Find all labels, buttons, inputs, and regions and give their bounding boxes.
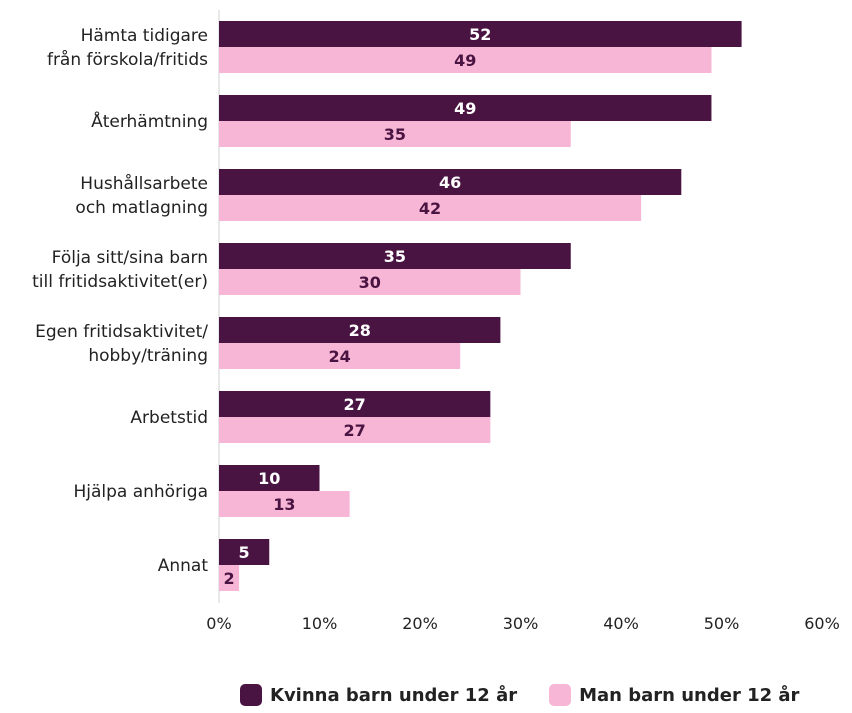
bar <box>219 121 571 147</box>
bar <box>219 391 491 417</box>
legend-item-man: Man barn under 12 år <box>549 684 799 706</box>
bar <box>219 417 491 443</box>
data-label: 35 <box>384 125 406 144</box>
data-label: 13 <box>273 495 295 514</box>
bar <box>219 195 642 221</box>
data-label: 46 <box>439 173 461 192</box>
x-tick-label: 0% <box>206 614 231 633</box>
legend-label-man: Man barn under 12 år <box>579 684 800 706</box>
bar <box>219 269 521 295</box>
x-tick-label: 20% <box>402 614 438 633</box>
data-label: 10 <box>258 469 280 488</box>
bar <box>219 491 350 517</box>
category-label: Följa sitt/sina barn till fritidsaktivite… <box>32 248 208 292</box>
data-label: 52 <box>469 25 491 44</box>
data-label: 5 <box>239 543 250 562</box>
legend: Kvinna barn under 12 år Man barn under 1… <box>240 684 799 706</box>
category-label: Återhämtning <box>91 110 208 132</box>
bar <box>219 169 682 195</box>
category-label: Arbetstid <box>130 408 208 428</box>
category-label: Hjälpa anhöriga <box>73 482 208 502</box>
x-tick-label: 50% <box>704 614 740 633</box>
x-tick-label: 60% <box>804 614 840 633</box>
data-label: 30 <box>359 273 381 292</box>
x-tick-label: 30% <box>503 614 539 633</box>
legend-swatch-kvinna <box>240 684 262 706</box>
data-label: 49 <box>454 51 476 70</box>
bar <box>219 465 320 491</box>
bar <box>219 565 240 591</box>
data-label: 27 <box>344 395 366 414</box>
data-label: 42 <box>419 199 441 218</box>
category-label: Hämta tidigare från förskola/fritids <box>47 26 208 70</box>
bar <box>219 47 712 73</box>
legend-item-kvinna: Kvinna barn under 12 år <box>240 684 517 706</box>
data-label: 35 <box>384 247 406 266</box>
category-label: Egen fritidsaktivitet/hobby/träning <box>35 322 208 366</box>
data-label: 2 <box>223 569 234 588</box>
bar <box>219 539 270 565</box>
data-label: 49 <box>454 99 476 118</box>
category-label: Annat <box>158 556 209 576</box>
x-tick-label: 40% <box>603 614 639 633</box>
category-label: Hushållsarbete och matlagning <box>75 173 208 218</box>
x-tick-label: 10% <box>302 614 338 633</box>
data-label: 24 <box>328 347 350 366</box>
bar <box>219 343 461 369</box>
bar <box>219 317 501 343</box>
data-label: 28 <box>349 321 371 340</box>
legend-swatch-man <box>549 684 572 706</box>
bar <box>219 95 712 121</box>
bar <box>219 21 742 47</box>
legend-label-kvinna: Kvinna barn under 12 år <box>270 684 518 706</box>
bar <box>219 243 571 269</box>
data-label: 27 <box>344 421 366 440</box>
